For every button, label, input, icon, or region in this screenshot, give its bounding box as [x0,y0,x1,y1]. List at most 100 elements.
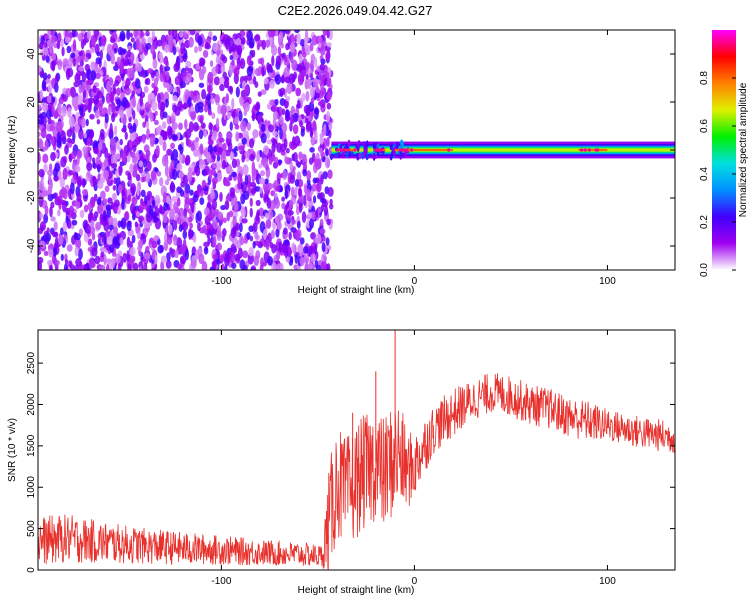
spectrogram-cell [184,183,191,194]
spectrogram-cell [59,176,65,189]
spectrogram-cell [251,167,257,178]
spectrogram-cell [101,107,106,115]
spectrogram-cell [290,33,295,45]
spectrogram-cell [71,151,77,160]
spectrogram-cell [131,156,138,164]
spectrogram-cell [170,180,175,192]
spectrogram-cell [260,123,266,133]
spectrogram-cell [319,90,324,99]
spectrogram-cell [128,67,135,79]
spectrogram-cell [188,36,194,48]
spectrogram-cell [117,46,124,56]
spectrogram-cell [149,134,156,145]
colorbar-tick-label: 0.0 [699,263,710,277]
spectrogram-cell [302,52,307,58]
spectrogram-cell [266,182,274,190]
spectrogram-cell [211,168,216,176]
spectrogram-cell [363,148,367,157]
spectrogram-cell [87,102,92,113]
spectrogram-cell [103,254,107,266]
spectrogram-cell [192,122,199,132]
spectrogram-cell [93,30,98,36]
snr-y-ticks: 0 500 1000 1500 2000 2500 [26,352,675,573]
spectrogram-cell [206,151,212,164]
spectrogram-cell [127,49,131,58]
spectrogram-cell [144,101,151,113]
spectrogram-cell [220,104,227,116]
spectrogram-cell [154,86,159,93]
spectrogram-cell [47,244,54,250]
spectrogram-cell [61,46,65,57]
spectrogram-cell [320,260,328,270]
spectrogram-cell [179,244,186,255]
spectrogram-cell [301,92,306,102]
spectrogram-cell [172,168,178,181]
spectrogram-plot-area [38,30,675,270]
spectrogram-cell [244,150,250,159]
spectrogram-cell [47,117,52,125]
spectrogram-cell [199,159,206,170]
spectrogram-cell [244,84,250,95]
spectrogram-cell [215,55,221,65]
spectrogram-cell [199,57,206,66]
spectrogram-cell [176,263,183,270]
spectrogram-cell [136,102,141,113]
spectrogram-cell [47,193,54,202]
spectrogram-cell [180,80,187,89]
spectrogram-cell [315,84,320,94]
spectrogram-cell [322,30,328,36]
spectrogram-cell [285,109,290,118]
spectrogram-cell [74,73,81,83]
spectrogram-cell [319,218,324,227]
spectrogram-cell [294,30,300,34]
spectrogram-cell [252,241,256,249]
spectrogram-cell [60,227,64,235]
spectrogram-cell [126,106,132,118]
spectrogram-cell [256,209,261,217]
spectrogram-cell [177,72,182,79]
spectrogram-cell [234,124,240,130]
spectrogram-cell [250,181,257,188]
spectrogram-cell [295,230,301,242]
spectrogram-cell [87,211,94,223]
spectrogram-cell [231,97,235,110]
spectrogram-cell [49,264,53,270]
spectrogram-cell [268,156,273,165]
spectrogram-cell [317,42,322,49]
spectrogram-cell [78,248,83,261]
spectrogram-cell [325,237,330,246]
spectrogram-cell [239,236,245,246]
spectrogram-cell [172,45,177,56]
spectrogram-cell [129,125,134,135]
spectrogram-peak-dot [404,148,408,152]
spectrogram-cell [243,238,248,244]
spectrogram-y-tick-label: 0 [26,147,37,153]
spectrogram-cell [66,137,72,144]
spectrogram-cell [43,163,48,173]
spectrogram-cell [194,30,201,34]
spectrogram-cell [122,252,128,263]
spectrogram-cell [301,211,307,223]
spectrogram-cell [48,248,54,258]
spectrogram-cell [51,61,56,72]
spectrogram-cell [256,150,260,163]
spectrogram-cell [107,152,111,165]
spectrogram-peak-dot [379,148,384,152]
spectrogram-cell [219,191,223,202]
spectrogram-cell [259,187,263,194]
spectrogram-cell [187,167,192,173]
spectrogram-cell [212,253,219,260]
spectrogram-cell [308,101,315,112]
spectrogram-cell [268,124,274,133]
spectrogram-cell [101,233,105,243]
spectrogram-cell [53,109,58,118]
spectrogram-cell [327,186,334,197]
spectrogram-cell [194,165,198,174]
spectrogram-cell [190,260,197,268]
spectrogram-cell [312,195,317,204]
spectrogram-cell [119,138,123,146]
spectrogram-x-axis-label: Height of straight line (km) [298,285,415,296]
spectrogram-cell [39,179,45,192]
spectrogram-cell [127,194,132,202]
spectrogram-cell [168,208,175,221]
